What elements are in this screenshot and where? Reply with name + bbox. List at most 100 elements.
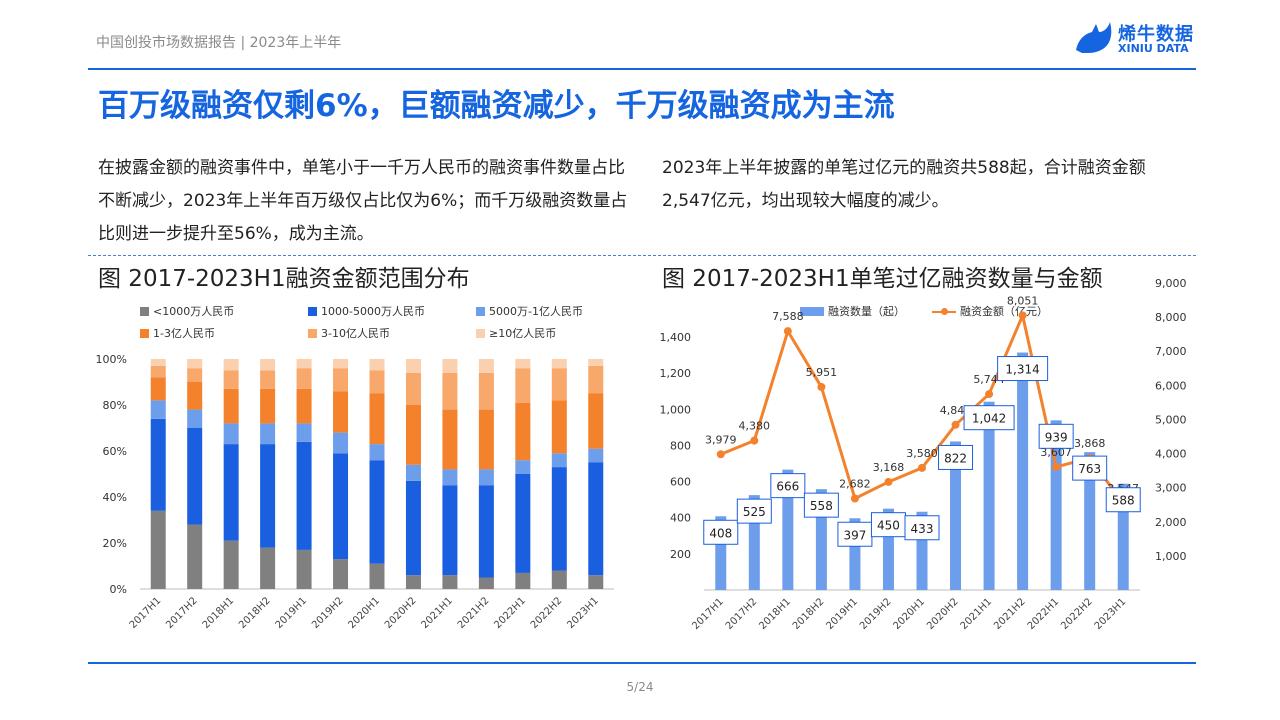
bar <box>1050 420 1062 590</box>
bar-segment <box>442 469 458 486</box>
bar-data-label: 397 <box>843 528 866 542</box>
bar-segment <box>515 474 531 573</box>
bar-segment <box>405 575 421 589</box>
bar-segment <box>588 448 604 463</box>
bar-segment <box>405 405 421 465</box>
line-point <box>716 450 725 459</box>
legend-swatch <box>308 329 317 338</box>
legend-item: 1000-5000万人民币 <box>308 303 425 319</box>
right-chart-title: 图 2017-2023H1单笔过亿融资数量与金额 <box>662 266 1103 292</box>
bar-segment <box>187 524 203 589</box>
bar-segment <box>515 572 531 589</box>
legend-swatch <box>932 307 956 316</box>
bar-label-box <box>1038 423 1074 449</box>
bar-segment <box>333 432 349 454</box>
line-data-label: 4,843 <box>940 404 972 417</box>
bar-segment <box>551 368 567 401</box>
line-data-label: 2,682 <box>839 478 871 491</box>
bar-segment <box>296 368 312 389</box>
bar-segment <box>551 467 567 571</box>
legend-item: <1000万人民币 <box>140 303 234 319</box>
bar <box>916 511 928 590</box>
bar-segment <box>515 402 531 461</box>
y-tick-label: 60% <box>103 445 127 458</box>
y-right-tick-label: 1,000 <box>1155 550 1187 563</box>
legend-swatch <box>476 307 485 316</box>
bar-segment <box>187 368 203 382</box>
bar <box>1017 352 1029 590</box>
brand-logo: 烯牛数据 XINIU DATA <box>1074 20 1199 60</box>
bar-segment <box>223 388 239 424</box>
bar-segment <box>187 382 203 410</box>
bar-segment <box>551 359 567 369</box>
bar-data-label: 408 <box>709 526 732 540</box>
bar-segment <box>369 444 385 461</box>
line-data-label: 3,580 <box>906 447 938 460</box>
line-point <box>1018 311 1027 320</box>
bar-segment <box>223 359 239 371</box>
page-number: 5/24 <box>626 680 654 694</box>
line-point <box>985 390 994 399</box>
bar-label-box <box>803 492 839 518</box>
bar-segment <box>369 370 385 394</box>
bar-segment <box>588 359 604 366</box>
x-tick-label: 2021H1 <box>959 596 995 632</box>
bar-data-label: 433 <box>911 522 934 536</box>
bar-segment <box>260 359 276 371</box>
bar-data-label: 558 <box>810 499 833 513</box>
bar-segment <box>369 359 385 371</box>
bar-segment <box>333 368 349 392</box>
bar <box>1084 452 1096 590</box>
bar-segment <box>551 400 567 454</box>
y-tick-label: 40% <box>103 491 127 504</box>
y-left-tick-label: 400 <box>670 512 691 525</box>
y-tick-label: 20% <box>103 537 127 550</box>
legend-item: 1-3亿人民币 <box>140 325 215 341</box>
x-tick-label: 2020H2 <box>925 596 961 632</box>
slide-title: 百万级融资仅剩6%，巨额融资减少，千万级融资成为主流 <box>98 88 895 124</box>
bar-segment <box>150 510 166 589</box>
bar <box>1117 483 1129 590</box>
left-chart-legend: <1000万人民币 1000-5000万人民币 5000万-1亿人民币 1-3亿… <box>140 303 620 343</box>
bar-segment <box>551 570 567 589</box>
bar-data-label: 666 <box>776 480 799 494</box>
y-left-tick-label: 200 <box>670 548 691 561</box>
x-tick-label: 2019H1 <box>824 596 860 632</box>
line-data-label: 3,607 <box>1040 446 1072 459</box>
section-divider <box>88 255 1196 256</box>
bar <box>983 401 995 590</box>
bar-label-box <box>904 515 940 541</box>
y-left-tick-label: 1,000 <box>660 403 692 416</box>
bar-segment <box>405 464 421 481</box>
y-right-tick-label: 9,000 <box>1155 277 1187 290</box>
bar-segment <box>150 365 166 378</box>
legend-label: ≥10亿人民币 <box>489 327 557 340</box>
x-tick-label: 2020H1 <box>892 596 928 632</box>
header-divider <box>88 68 1196 70</box>
y-right-tick-label: 2,000 <box>1155 516 1187 529</box>
x-tick-label: 2021H2 <box>992 596 1028 632</box>
bar-segment <box>150 418 166 511</box>
bar-segment <box>405 372 421 405</box>
bar-segment <box>223 423 239 445</box>
bar-segment <box>442 372 458 410</box>
line-point <box>1052 462 1061 471</box>
line-data-label: 7,588 <box>772 310 804 323</box>
legend-item: 融资数量（起） <box>800 303 905 319</box>
bar-label-box <box>703 519 739 545</box>
legend-label: 5000万-1亿人民币 <box>489 305 583 318</box>
report-header: 中国创投市场数据报告 | 2023年上半年 <box>96 35 342 51</box>
y-right-tick-label: 4,000 <box>1155 448 1187 461</box>
bar <box>950 441 962 590</box>
x-tick-label: 2023H1 <box>1093 596 1129 632</box>
bar-data-label: 763 <box>1078 462 1101 476</box>
line-point <box>817 383 826 392</box>
line-data-label: 3,868 <box>1074 437 1106 450</box>
bar <box>815 489 827 590</box>
y-tick-label: 80% <box>103 399 127 412</box>
bar-label-box <box>870 512 906 538</box>
bar-label-box <box>837 521 873 547</box>
bar-segment <box>478 469 494 486</box>
bar-segment <box>369 393 385 445</box>
